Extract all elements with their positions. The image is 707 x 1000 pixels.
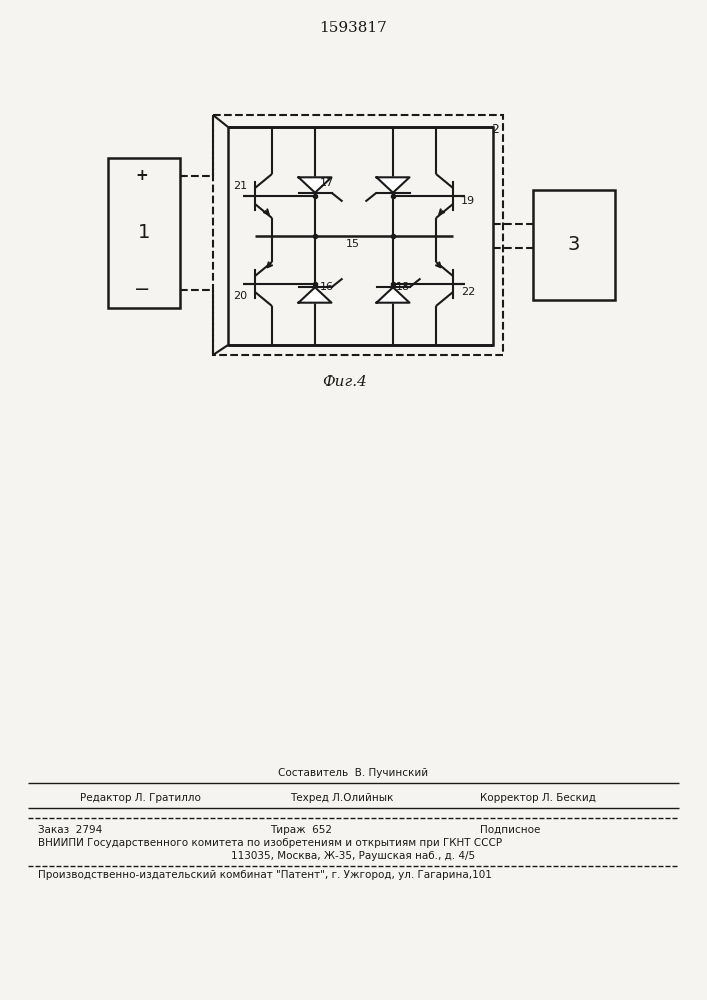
Text: Составитель  В. Пучинский: Составитель В. Пучинский xyxy=(278,768,428,778)
Text: 113035, Москва, Ж-35, Раушская наб., д. 4/5: 113035, Москва, Ж-35, Раушская наб., д. … xyxy=(231,851,475,861)
Text: Техред Л.Олийнык: Техред Л.Олийнык xyxy=(290,793,393,803)
Text: 17: 17 xyxy=(320,178,334,188)
Bar xyxy=(213,115,503,355)
Text: 16: 16 xyxy=(320,282,334,292)
Polygon shape xyxy=(298,177,332,193)
Bar xyxy=(228,127,493,345)
Text: ВНИИПИ Государственного комитета по изобретениям и открытиям при ГКНТ СССР: ВНИИПИ Государственного комитета по изоб… xyxy=(38,838,502,848)
Bar xyxy=(533,190,615,300)
Text: Корректор Л. Бескид: Корректор Л. Бескид xyxy=(480,793,596,803)
Polygon shape xyxy=(377,177,409,193)
Text: 1593817: 1593817 xyxy=(319,21,387,35)
Text: 15: 15 xyxy=(346,239,360,249)
Bar xyxy=(108,158,180,308)
Polygon shape xyxy=(298,287,332,303)
Text: 21: 21 xyxy=(233,181,247,191)
Text: 2: 2 xyxy=(491,123,499,136)
Text: 1: 1 xyxy=(138,224,150,242)
Text: −: − xyxy=(134,280,150,300)
Text: Тираж  652: Тираж 652 xyxy=(270,825,332,835)
Text: Редактор Л. Гратилло: Редактор Л. Гратилло xyxy=(80,793,201,803)
Text: Заказ  2794: Заказ 2794 xyxy=(38,825,103,835)
Text: Производственно-издательский комбинат "Патент", г. Ужгород, ул. Гагарина,101: Производственно-издательский комбинат "П… xyxy=(38,870,492,880)
Text: Фиг.4: Фиг.4 xyxy=(322,375,368,389)
Text: 18: 18 xyxy=(396,282,410,292)
Text: +: + xyxy=(136,168,148,184)
Text: Подписное: Подписное xyxy=(480,825,540,835)
Text: 19: 19 xyxy=(461,196,475,206)
Text: 20: 20 xyxy=(233,291,247,301)
Text: 22: 22 xyxy=(461,287,475,297)
Polygon shape xyxy=(377,287,409,303)
Text: 3: 3 xyxy=(568,235,580,254)
